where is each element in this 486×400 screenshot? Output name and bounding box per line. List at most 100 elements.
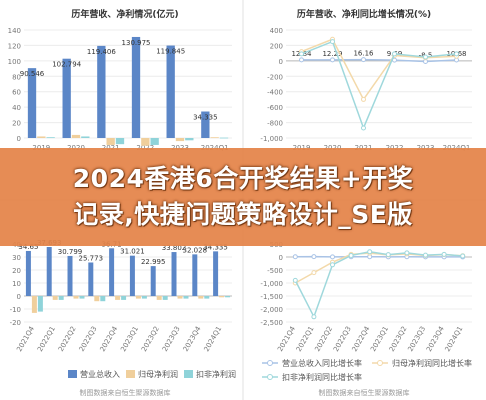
p4-point-deducted-growth — [292, 277, 298, 283]
legend-label-revenue-growth: 营业总收入同比增长率 — [282, 358, 362, 368]
p3-bar-deducted-profit — [58, 296, 64, 300]
p3-data-label: 25.773 — [79, 254, 104, 262]
p4-point-deducted-growth — [385, 252, 391, 258]
p3-data-label: 22.995 — [141, 258, 166, 266]
p3-bar-revenue — [171, 252, 177, 296]
p3-data-label: 32.028 — [183, 246, 208, 254]
p2-ytick-label: -200 — [267, 73, 283, 81]
p4-point-deducted-growth — [441, 251, 447, 257]
p2-point-deducted-growth — [299, 51, 304, 57]
p3-bar-net-profit — [219, 296, 225, 298]
p3-bar-net-profit — [198, 296, 204, 299]
p1-ytick-label: 20 — [12, 120, 21, 128]
p2-point-deducted-growth — [330, 39, 335, 45]
p3-bar-deducted-profit — [204, 296, 210, 299]
p1-bar-revenue — [27, 68, 37, 138]
legend-quarterly-growth: 营业总收入同比增长率 归母净利润同比增长率 扣非净利润同比增长率 — [262, 358, 472, 382]
p4-ytick-label: -1,000 — [260, 280, 283, 288]
p3-bar-revenue — [192, 254, 198, 296]
p3-bar-net-profit — [156, 296, 162, 300]
p1-ytick-label: 0 — [17, 135, 21, 143]
legend-marker-revenue-growth — [267, 360, 273, 366]
p3-bar-net-profit — [73, 296, 79, 299]
p3-bar-revenue — [25, 250, 31, 296]
legend-marker-deducted-growth — [267, 374, 273, 380]
p3-bar-deducted-profit — [225, 296, 231, 298]
p2-point-revenue-growth — [330, 57, 335, 63]
quarterly-growth-chart: -2,500-2,000-1,500-1,000-50005002021Q420… — [260, 241, 472, 353]
p2-line-deducted-growth — [301, 40, 457, 131]
p1-bar-net-profit — [106, 138, 115, 145]
p3-data-label: 31.021 — [120, 248, 145, 256]
p3-bar-deducted-profit — [183, 296, 189, 299]
p3-bar-net-profit — [94, 296, 100, 302]
p3-data-label: 33.802 — [162, 244, 187, 252]
headline-banner: 2024香港6合开奖结果+开奖 记录,快捷问题策略设计_SE版 — [0, 148, 486, 246]
legend-label-deducted-growth: 扣非净利润同比增长率 — [282, 372, 362, 382]
p4-ytick-label: 0 — [279, 254, 283, 262]
p2-point-revenue-growth — [299, 57, 304, 63]
footer-source-left: 制图数据来自恒生聚源数据库 — [80, 388, 171, 397]
p1-bar-revenue — [97, 45, 106, 139]
p4-ytick-label: -2,000 — [260, 306, 283, 314]
legend-label-revenue: 营业总收入 — [80, 369, 120, 379]
p3-bar-revenue — [88, 262, 94, 296]
p3-bar-revenue — [150, 266, 156, 296]
p4-point-revenue-growth — [292, 254, 298, 260]
p3-bar-revenue — [109, 248, 115, 296]
p1-bar-net-profit — [71, 134, 81, 138]
p3-ytick-label: 20 — [12, 267, 21, 275]
p2-line-revenue-growth — [301, 58, 457, 63]
p3-bar-deducted-profit — [100, 296, 106, 302]
p4-ytick-label: -500 — [267, 267, 283, 275]
p3-bar-deducted-profit — [79, 296, 85, 299]
p2-point-deducted-growth — [361, 125, 366, 131]
p4-ytick-label: -1,500 — [260, 293, 283, 301]
p1-bar-deducted-profit — [46, 137, 55, 139]
p4-line-deducted-growth — [294, 251, 463, 319]
p2-point-net-growth — [361, 96, 366, 102]
annual-amounts-chart: 0204060801001201402019202020212022202320… — [8, 27, 232, 152]
headline-line-1: 2024香港6合开奖结果+开奖 — [72, 164, 414, 193]
p2-point-revenue-growth — [361, 57, 366, 63]
p4-point-revenue-growth — [311, 254, 317, 260]
headline-line-2: 记录,快捷问题策略设计_SE版 — [73, 200, 413, 229]
legend-label-net-growth: 归母净利润同比增长率 — [392, 358, 472, 368]
p1-data-label: 90.546 — [20, 70, 45, 78]
p1-ytick-label: 120 — [8, 42, 21, 50]
p1-bar-revenue — [201, 111, 210, 138]
p4-point-net-growth — [311, 270, 317, 276]
p2-line-net-growth — [301, 38, 457, 101]
p2-point-deducted-growth — [454, 51, 459, 57]
legend-label-net-profit: 归母净利润 — [138, 369, 178, 379]
p3-ytick-label: 30 — [12, 254, 21, 262]
p1-ytick-label: 60 — [12, 89, 21, 97]
p1-bar-deducted-profit — [81, 136, 90, 138]
p1-bar-revenue — [62, 58, 71, 139]
p3-bar-deducted-profit — [141, 296, 147, 299]
p1-bar-deducted-profit — [150, 138, 159, 145]
p3-bar-net-profit — [135, 296, 141, 299]
p3-bar-net-profit — [52, 296, 58, 300]
p3-bar-revenue — [46, 246, 52, 296]
p3-bar-revenue — [213, 251, 219, 296]
legend-swatch-deducted-profit — [184, 370, 193, 378]
p3-bar-revenue — [67, 255, 73, 296]
p3-data-label: 34.335 — [203, 243, 228, 251]
p4-point-deducted-growth — [404, 250, 410, 256]
p1-bar-net-profit — [37, 136, 46, 138]
p1-bar-deducted-profit — [115, 138, 125, 145]
p3-bar-net-profit — [115, 296, 121, 300]
p1-bar-deducted-profit — [219, 137, 229, 139]
p1-ytick-label: 140 — [8, 27, 21, 35]
legend-label-deducted-profit: 扣非净利润 — [196, 369, 236, 379]
p4-point-revenue-growth — [330, 254, 335, 260]
p1-bar-net-profit — [210, 137, 219, 139]
p4-ytick-label: -2,500 — [260, 319, 283, 327]
p1-data-label: 34.335 — [193, 114, 218, 122]
p3-bar-net-profit — [31, 296, 37, 313]
p1-data-label: 119.406 — [87, 48, 116, 56]
p3-ytick-label: 0 — [17, 293, 21, 301]
panel2-title: 历年营收、净利同比增长情况(%) — [297, 8, 431, 20]
legend-quarterly-amounts: 营业总收入 归母净利润 扣非净利润 — [68, 369, 236, 379]
